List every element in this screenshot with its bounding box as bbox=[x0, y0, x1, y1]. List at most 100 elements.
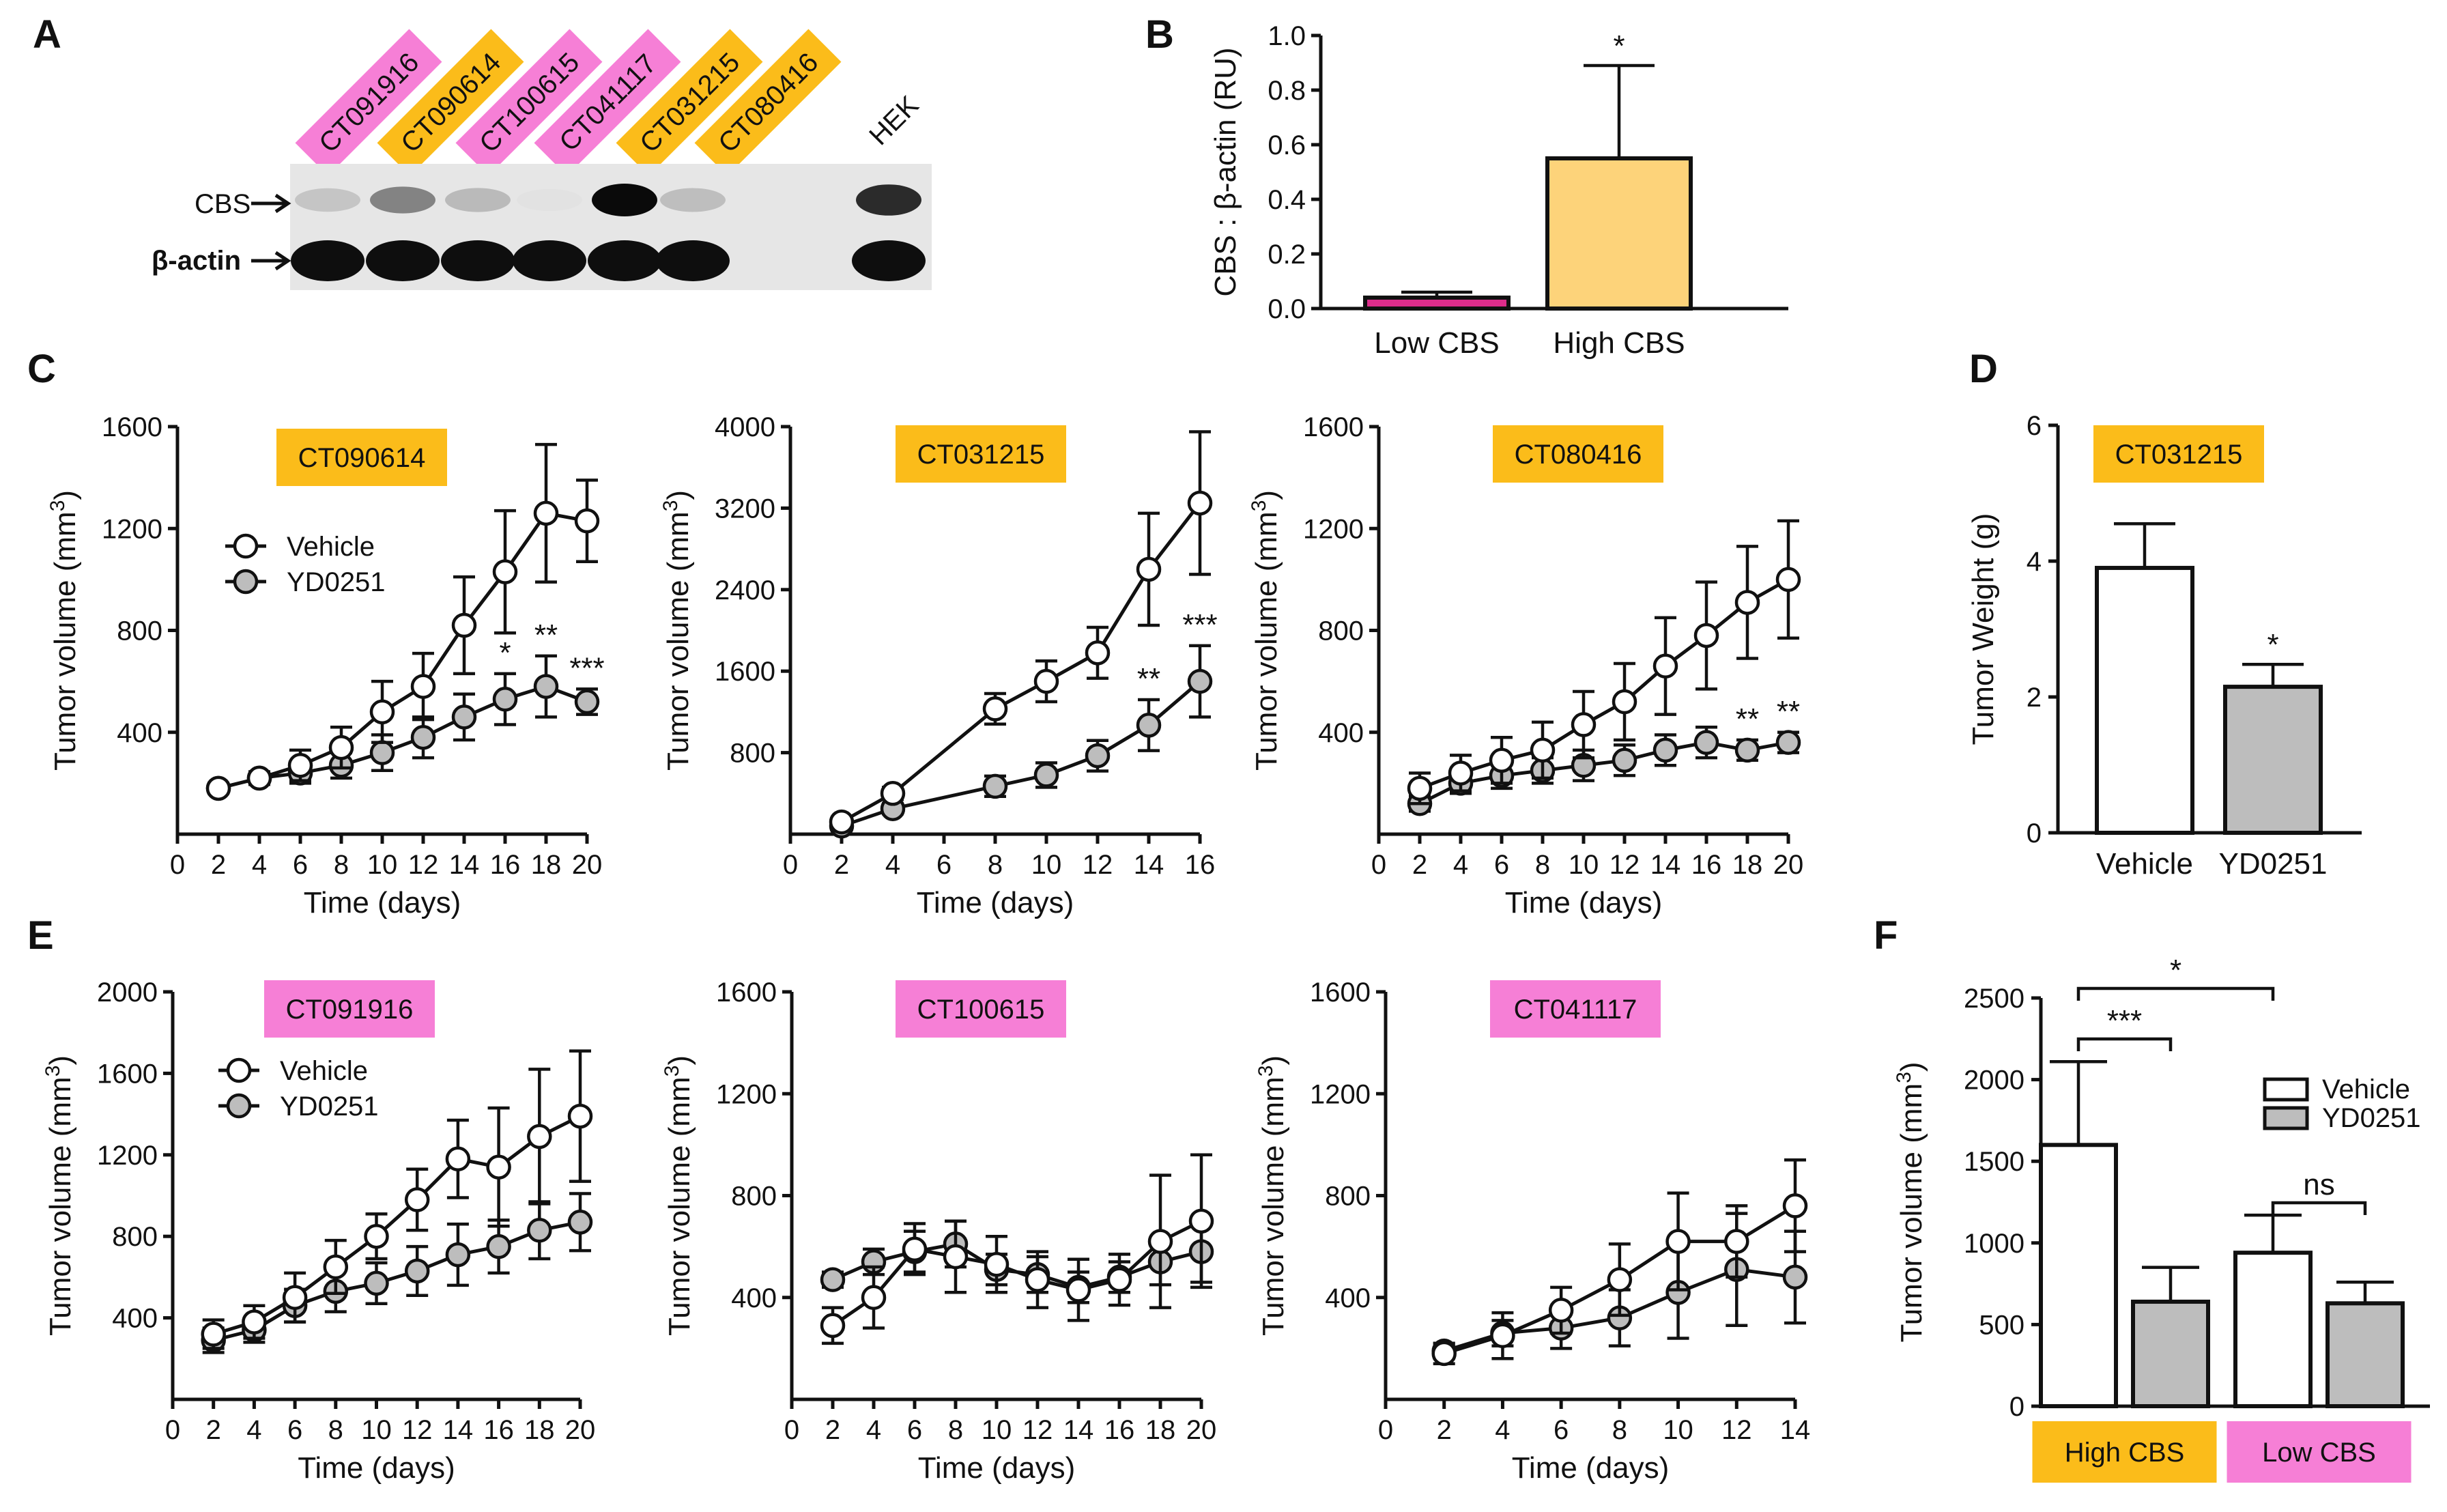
x-tick-label: 14 bbox=[1134, 850, 1164, 880]
blot-bands bbox=[291, 184, 926, 281]
data-point bbox=[1571, 712, 1597, 737]
panel-letter-a: A bbox=[33, 12, 61, 57]
significance-bracket bbox=[2076, 986, 2275, 1001]
data-point bbox=[527, 1217, 552, 1243]
chart-panel-e-ct100615: 0 2 4 6 8 10 12 14 16 18 20 400 800 1200 1600 Time (day… bbox=[661, 978, 1217, 1485]
x-tick-label: 12 bbox=[408, 850, 439, 880]
blot-sample-tag-box bbox=[534, 29, 681, 176]
bar bbox=[2326, 1301, 2405, 1408]
data-point bbox=[1724, 1229, 1749, 1254]
y-tick-label: 1200 bbox=[102, 514, 162, 544]
x-tick-label: 2 bbox=[1437, 1415, 1452, 1445]
x-tick-label: 10 bbox=[982, 1415, 1012, 1445]
data-point bbox=[567, 1210, 593, 1235]
data-point bbox=[533, 674, 559, 699]
x-tick-label: 6 bbox=[936, 850, 951, 880]
data-point bbox=[1025, 1267, 1050, 1292]
strain-tag-box bbox=[2093, 425, 2264, 483]
data-point bbox=[902, 1236, 928, 1262]
blot-band-actin bbox=[291, 240, 364, 281]
y-axis-title: Tumor volume (mm3) bbox=[1248, 490, 1284, 771]
data-point bbox=[820, 1267, 846, 1292]
significance-mark: * bbox=[499, 636, 511, 670]
y-tick-label: 2000 bbox=[97, 978, 158, 1008]
blot-band-actin bbox=[852, 240, 926, 281]
y-tick-label: 0 bbox=[2027, 818, 2042, 848]
y-tick-label: 2000 bbox=[1964, 1066, 2024, 1096]
significance-bracket bbox=[2076, 1037, 2173, 1051]
series-vehicle bbox=[1407, 519, 1801, 805]
blot-band-cbs bbox=[295, 188, 360, 212]
y-tick-label: 1000 bbox=[1964, 1229, 2024, 1259]
data-point bbox=[1665, 1229, 1691, 1254]
data-point bbox=[1136, 713, 1162, 738]
y-tick-label: 2 bbox=[2027, 683, 2042, 713]
legend-label: Vehicle bbox=[287, 532, 375, 562]
x-category-label: Low CBS bbox=[1374, 326, 1499, 360]
legend-marker bbox=[233, 569, 259, 595]
x-tick-label: 18 bbox=[531, 850, 562, 880]
x-tick-label: 2 bbox=[825, 1415, 840, 1445]
strain-tag: CT031215 bbox=[917, 440, 1045, 470]
x-tick-label: 6 bbox=[907, 1415, 922, 1445]
series-vehicle bbox=[829, 430, 1213, 835]
x-axis-title: Time (days) bbox=[1512, 1451, 1670, 1485]
group-label-box bbox=[2032, 1421, 2217, 1483]
series-line bbox=[831, 1219, 1203, 1327]
data-point bbox=[404, 1187, 430, 1212]
data-point bbox=[1085, 743, 1111, 769]
x-category-label: YD0251 bbox=[2218, 847, 2327, 881]
data-point bbox=[364, 1270, 389, 1296]
x-tick-label: 4 bbox=[246, 1415, 261, 1445]
data-point bbox=[1489, 747, 1515, 773]
bar bbox=[2039, 1143, 2118, 1409]
legend-marker bbox=[233, 533, 259, 559]
blot-band-cbs bbox=[517, 188, 582, 212]
blot-sample-tag-box bbox=[295, 29, 442, 176]
y-tick-label: 4000 bbox=[715, 412, 775, 442]
y-tick-label: 1600 bbox=[1303, 412, 1364, 442]
strain-tag-box bbox=[276, 429, 447, 486]
x-tick-label: 10 bbox=[1663, 1415, 1693, 1445]
group-label: High CBS bbox=[2065, 1438, 2185, 1468]
significance-mark: ** bbox=[1137, 662, 1160, 696]
x-axis-title: Time (days) bbox=[298, 1451, 455, 1485]
x-tick-label: 8 bbox=[948, 1415, 963, 1445]
data-point bbox=[1607, 1267, 1633, 1292]
bar bbox=[1545, 156, 1693, 311]
x-tick-label: 8 bbox=[1612, 1415, 1627, 1445]
x-tick-label: 10 bbox=[1031, 850, 1062, 880]
data-point bbox=[1188, 1208, 1214, 1234]
y-tick-label: 400 bbox=[1318, 718, 1364, 748]
data-point bbox=[1548, 1298, 1574, 1323]
significance-mark: ** bbox=[1777, 695, 1800, 728]
x-tick-label: 16 bbox=[490, 850, 521, 880]
data-point bbox=[1775, 730, 1801, 755]
data-point bbox=[1085, 640, 1111, 666]
data-point bbox=[1147, 1229, 1173, 1254]
y-tick-label: 1.0 bbox=[1268, 21, 1306, 51]
x-tick-label: 4 bbox=[1495, 1415, 1510, 1445]
y-tick-label: 0.6 bbox=[1268, 130, 1306, 160]
data-point bbox=[282, 1285, 308, 1310]
x-axis-title: Time (days) bbox=[304, 886, 461, 919]
y-tick-label: 0.4 bbox=[1268, 185, 1306, 215]
y-axis-title: Tumor volume (mm3) bbox=[1255, 1055, 1291, 1336]
data-point bbox=[984, 1251, 1010, 1277]
y-tick-label: 1200 bbox=[716, 1079, 777, 1109]
y-tick-label: 1600 bbox=[1310, 978, 1371, 1008]
blot-sample-tag-box bbox=[616, 29, 763, 176]
y-tick-label: 500 bbox=[1979, 1310, 2024, 1340]
x-tick-label: 6 bbox=[287, 1415, 302, 1445]
y-tick-label: 6 bbox=[2027, 411, 2042, 441]
y-tick-label: 400 bbox=[112, 1304, 158, 1334]
bar bbox=[2095, 565, 2194, 835]
x-tick-label: 4 bbox=[252, 850, 267, 880]
x-tick-label: 8 bbox=[334, 850, 349, 880]
series-vehicle bbox=[205, 442, 600, 801]
significance-mark: *** bbox=[2107, 1004, 2142, 1038]
significance-mark: ns bbox=[2303, 1168, 2334, 1201]
y-tick-label: 400 bbox=[117, 718, 162, 748]
data-point bbox=[1782, 1264, 1808, 1290]
y-axis-title: Tumor volume (mm3) bbox=[42, 1055, 78, 1336]
